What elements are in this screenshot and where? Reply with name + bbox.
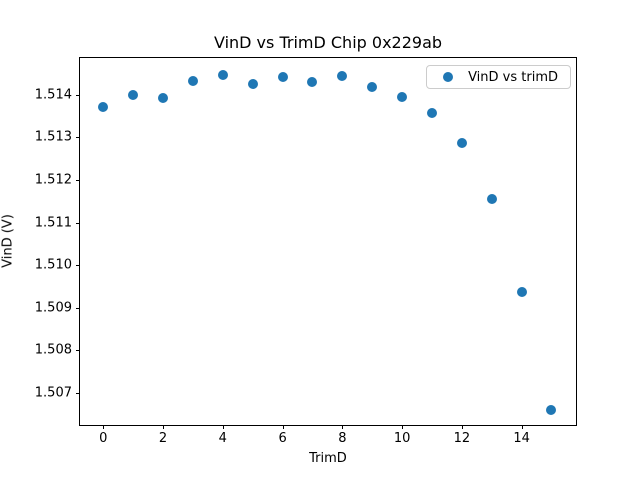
x-tick-label: 2 [158, 431, 168, 446]
x-tick-label: 8 [338, 431, 347, 446]
y-tick-mark [76, 307, 80, 309]
x-tick-mark [402, 425, 404, 429]
data-point [426, 107, 437, 118]
y-tick-mark [76, 94, 80, 96]
data-point [277, 72, 288, 83]
y-tick-mark [76, 265, 80, 267]
data-point [486, 193, 497, 204]
y-tick-label: 1.512 [34, 172, 72, 188]
data-point [367, 81, 378, 92]
x-tick-mark [163, 425, 165, 429]
data-point [337, 71, 348, 82]
y-axis-label: VinD (V) [0, 214, 16, 268]
x-tick-label: 4 [218, 431, 227, 446]
data-point [98, 101, 109, 112]
x-tick-label: 10 [393, 431, 411, 446]
data-point [546, 405, 557, 416]
y-tick-mark [76, 222, 80, 224]
y-tick-label: 1.514 [34, 87, 72, 103]
data-point [187, 75, 198, 86]
y-tick-mark [76, 137, 80, 139]
y-tick-label: 1.507 [34, 385, 72, 401]
legend-label: VinD vs trimD [468, 69, 558, 85]
chart-title: VinD vs TrimD Chip 0x229ab [213, 33, 443, 52]
x-tick-mark [103, 425, 105, 429]
y-tick-mark [76, 350, 80, 352]
data-point [247, 78, 258, 89]
x-tick-label: 0 [99, 431, 108, 446]
data-point [307, 77, 318, 88]
data-point [217, 70, 228, 81]
data-point [516, 287, 527, 297]
x-tick-mark [342, 425, 344, 429]
x-tick-mark [222, 425, 224, 429]
x-axis-label: TrimD [309, 451, 347, 466]
legend: VinD vs trimD [426, 65, 571, 89]
legend-marker-icon [443, 72, 454, 82]
plot-area: 0 2 4 6 8 10 12 14 1.507 1.508 1.509 1.510 1.511 1.5… [35, 57, 577, 446]
data-point [158, 93, 169, 104]
x-tick-label: 12 [453, 431, 471, 446]
y-tick-label: 1.508 [34, 342, 72, 358]
y-tick-mark [76, 179, 80, 181]
y-tick-label: 1.511 [34, 215, 72, 231]
y-tick-label: 1.509 [34, 300, 72, 316]
x-tick-label: 14 [513, 431, 530, 446]
data-point [128, 90, 139, 101]
x-tick-label: 6 [278, 431, 287, 446]
y-tick-mark [76, 393, 80, 395]
x-tick-mark [461, 425, 463, 429]
x-tick-mark [521, 425, 523, 429]
data-point [397, 91, 408, 102]
data-point [456, 137, 467, 148]
y-tick-label: 1.510 [34, 257, 72, 273]
y-tick-label: 1.513 [34, 129, 72, 145]
x-tick-mark [282, 425, 284, 429]
